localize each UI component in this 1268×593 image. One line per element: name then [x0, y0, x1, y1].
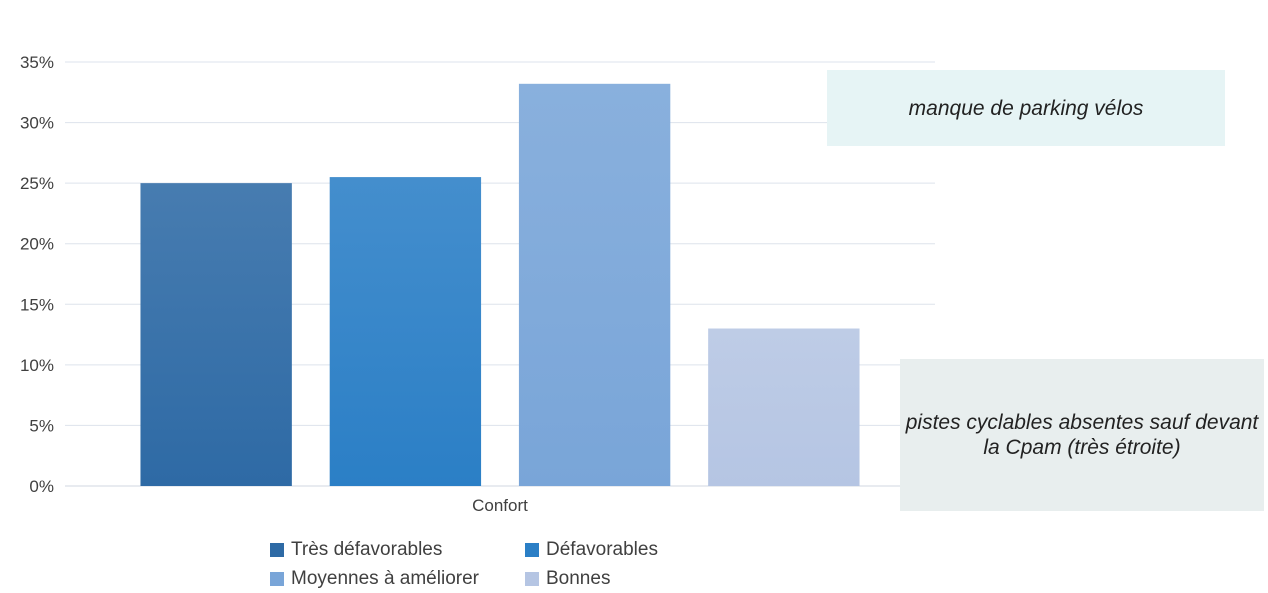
y-tick-label: 35% [20, 53, 54, 72]
x-category-label: Confort [472, 496, 528, 515]
legend-swatch [525, 571, 539, 586]
legend-swatch [270, 571, 284, 586]
x-axis-categories: Confort [472, 496, 528, 515]
legend-swatch [525, 542, 539, 557]
bar-moyennes-am-liorer [518, 83, 671, 486]
y-tick-label: 10% [20, 356, 54, 375]
annotation-parking: manque de parking vélos [827, 70, 1225, 146]
legend-label: Très défavorables [291, 538, 443, 560]
y-tick-label: 20% [20, 235, 54, 254]
legend-item-defavorables: Défavorables [525, 539, 658, 561]
annotation-pistes: pistes cyclables absentes sauf devant la… [900, 359, 1264, 511]
bar-d-favorables [329, 177, 482, 487]
bar-tr-s-d-favorables [140, 183, 292, 486]
legend-swatch [270, 542, 284, 557]
y-tick-label: 5% [29, 416, 54, 435]
y-tick-label: 25% [20, 174, 54, 193]
legend-item-moyennes: Moyennes à améliorer [270, 568, 525, 590]
bar-chart: 0% 5% 10% 15% 20% 25% 30% 35% Confort [20, 53, 935, 515]
legend: Très défavorables Défavorables Moyennes … [270, 535, 730, 593]
y-tick-label: 0% [29, 477, 54, 496]
bar-bonnes [708, 328, 860, 486]
annotation-pistes-text: pistes cyclables absentes sauf devant la… [905, 411, 1259, 459]
legend-item-bonnes: Bonnes [525, 568, 610, 590]
legend-label: Moyennes à améliorer [291, 567, 479, 589]
y-axis-ticks: 0% 5% 10% 15% 20% 25% 30% 35% [20, 53, 54, 496]
bars [140, 83, 860, 487]
legend-label: Défavorables [546, 538, 658, 560]
legend-item-tres-defavorables: Très défavorables [270, 539, 525, 561]
legend-label: Bonnes [546, 567, 611, 589]
y-tick-label: 15% [20, 295, 54, 314]
y-tick-label: 30% [20, 114, 54, 133]
annotation-parking-text: manque de parking vélos [908, 96, 1144, 120]
